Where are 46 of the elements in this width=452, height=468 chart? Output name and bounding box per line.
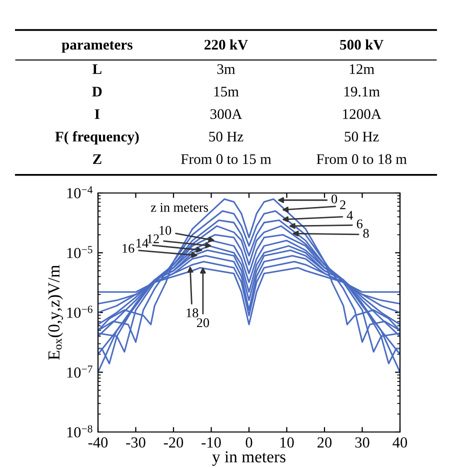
- annotation: 18: [186, 308, 198, 318]
- x-tick-label: -20: [164, 437, 184, 448]
- text: 12m: [350, 64, 374, 74]
- text: 19.1m: [344, 86, 380, 97]
- text: L: [92, 64, 102, 74]
- annotation: 8: [363, 228, 369, 238]
- x-tick-label: -30: [126, 437, 146, 448]
- text: 15m: [214, 86, 239, 97]
- annotation: 10: [160, 226, 172, 235]
- text: 220 kV: [204, 39, 248, 50]
- y-tick-label: 10$^{−8}$: [67, 425, 92, 438]
- x-tick-label: -10: [202, 437, 221, 448]
- y-axis-title: E$_{ox}$(0,y,z)V/m: [48, 265, 63, 360]
- annotation: 12: [148, 234, 159, 244]
- annotation: 2: [340, 200, 346, 210]
- text: From 0 to 15 m: [181, 154, 272, 164]
- annotation: 0: [332, 194, 338, 204]
- y-tick-label: 10$^{−4}$: [67, 186, 93, 198]
- text: 3m: [217, 64, 236, 74]
- text: 300A: [210, 109, 242, 120]
- x-tick-label: 30: [355, 437, 370, 448]
- x-tick-label: -40: [88, 437, 108, 448]
- x-tick-label: 20: [318, 437, 332, 448]
- text: From 0 to 18 m: [316, 154, 407, 164]
- x-tick-label: 0: [246, 437, 252, 448]
- text: 50 Hz: [209, 132, 244, 142]
- text: 50 Hz: [344, 132, 379, 142]
- annotation: 16: [122, 244, 134, 253]
- x-tick-label: 40: [392, 437, 408, 448]
- annotation: z in meters: [150, 202, 208, 212]
- text: parameters: [62, 41, 132, 53]
- text: I: [94, 109, 100, 119]
- y-tick-label: 10$^{−5}$: [67, 246, 92, 258]
- annotation: 20: [196, 318, 210, 328]
- text: 1200A: [343, 109, 382, 120]
- annotation: 14: [136, 238, 148, 248]
- text: Z: [93, 154, 102, 164]
- text: 500 kV: [340, 39, 384, 50]
- text: F( frequency): [55, 131, 139, 145]
- y-tick-label: 10$^{−6}$: [67, 306, 92, 318]
- text: D: [92, 86, 102, 96]
- x-axis-title: y in meters: [212, 451, 286, 466]
- y-tick-label: 10$^{−7}$: [67, 366, 92, 378]
- x-tick-label: 10: [280, 437, 294, 448]
- annotation: 6: [356, 219, 363, 228]
- annotation: 4: [346, 211, 353, 220]
